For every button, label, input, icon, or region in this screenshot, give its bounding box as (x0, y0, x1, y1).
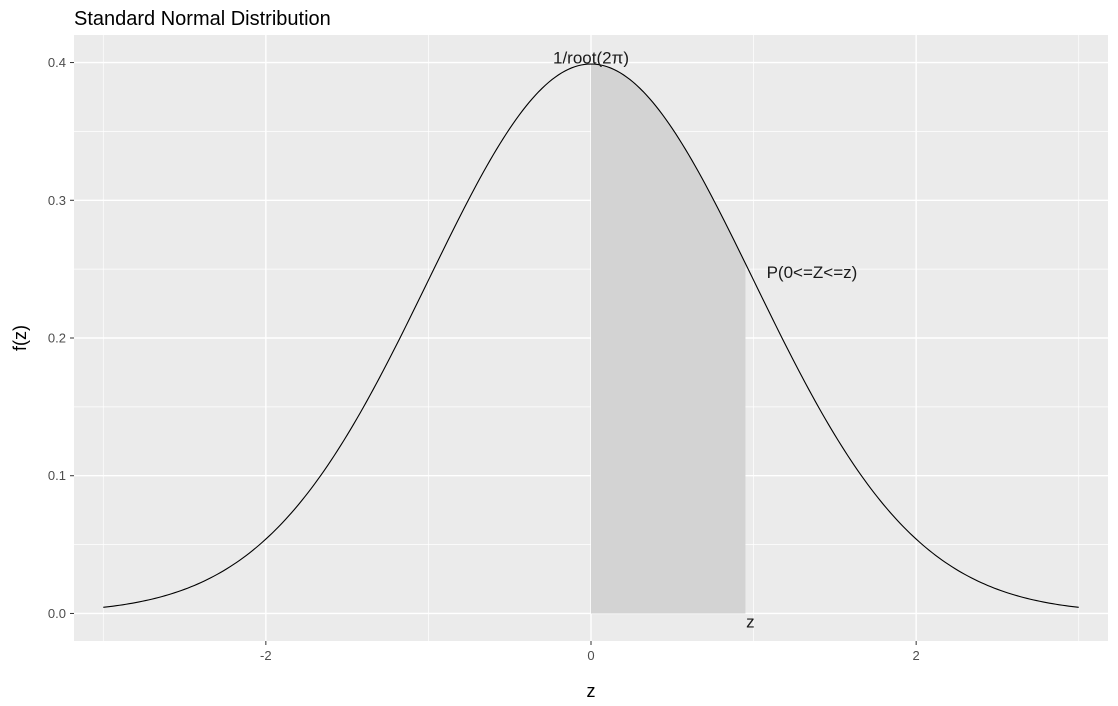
x-tick-label: 0 (587, 648, 594, 663)
x-axis-ticks: -2 0 2 (260, 641, 920, 663)
shaded-probability-area (591, 64, 746, 614)
y-tick-label: 0.3 (48, 193, 66, 208)
x-axis-title: z (587, 681, 596, 701)
z-marker-annotation: z (746, 613, 755, 632)
annotations: 1/root(2π) P(0<=Z<=z) z (553, 49, 857, 632)
y-tick-label: 0.1 (48, 468, 66, 483)
y-tick-label: 0.4 (48, 55, 66, 70)
peak-annotation: 1/root(2π) (553, 49, 629, 68)
density-curve (103, 63, 1079, 608)
y-axis-title: f(z) (10, 325, 30, 351)
probability-annotation: P(0<=Z<=z) (767, 263, 858, 282)
chart-title: Standard Normal Distribution (74, 8, 331, 30)
y-tick-label: 0.2 (48, 331, 66, 346)
x-tick-label: -2 (260, 648, 272, 663)
x-tick-label: 2 (913, 648, 920, 663)
y-tick-label: 0.0 (48, 606, 66, 621)
y-axis-ticks: 0.0 0.1 0.2 0.3 0.4 (48, 55, 74, 621)
